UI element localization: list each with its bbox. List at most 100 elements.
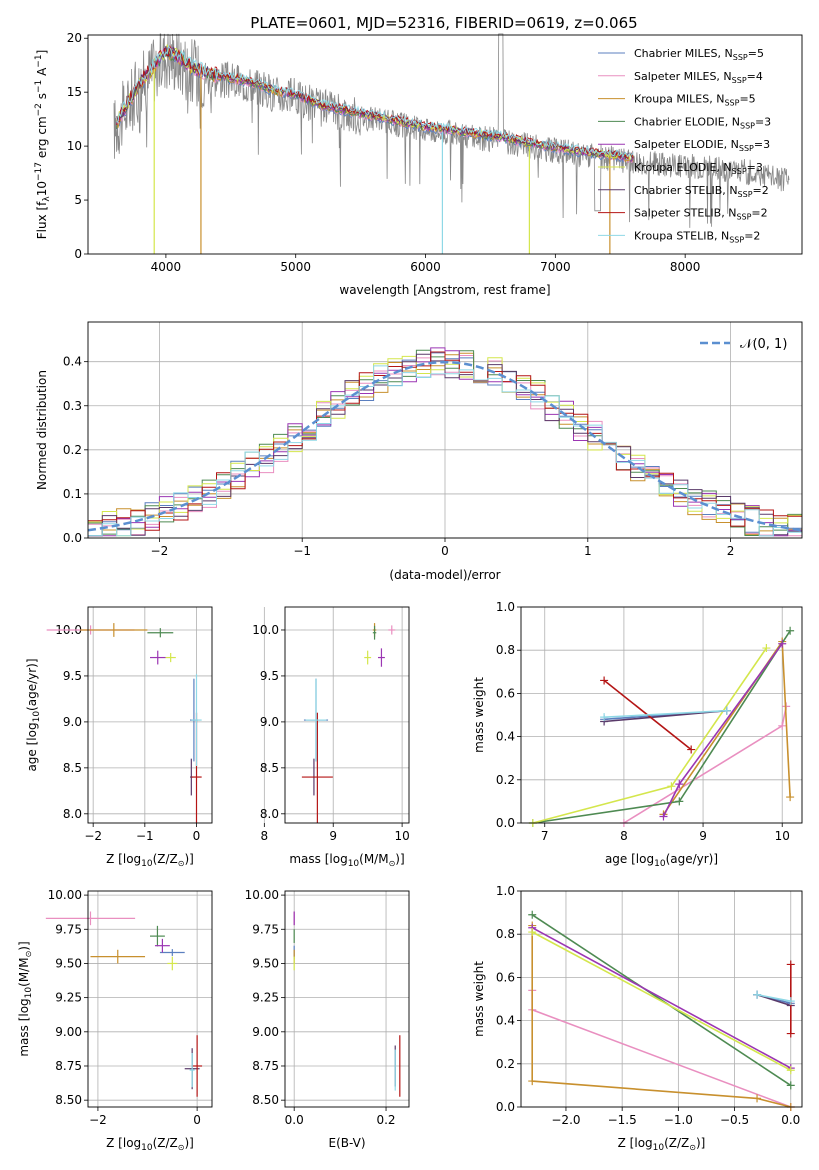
y-tick-label: 9.50	[252, 956, 279, 970]
x-tick-label: 9	[329, 829, 337, 843]
spectrum-legend: Chabrier MILES, NSSP=5 Salpeter MILES, NS…	[598, 47, 771, 244]
plus-marker	[675, 797, 684, 806]
axes-frame	[284, 606, 410, 824]
x-tick-label: 0.0	[781, 1113, 800, 1127]
y-tick-label: 8.50	[252, 1093, 279, 1107]
y-tick-label: 8.0	[63, 807, 82, 821]
x-tick-label: 9	[699, 829, 707, 843]
legend-entry: Chabrier ELODIE, NSSP=3	[634, 115, 771, 130]
mass-weight-line	[531, 925, 791, 1108]
y-tick-label: 8.5	[260, 761, 279, 775]
y-tick-label: 9.75	[252, 922, 279, 936]
plus-marker	[753, 990, 762, 999]
y-tick-label: 0.6	[496, 686, 515, 700]
x-tick-label: −1.5	[608, 1113, 637, 1127]
legend-model-name: Kroupa STELIB,	[634, 229, 721, 242]
y-tick-label: 9.75	[55, 922, 82, 936]
x-tick-label: 0.2	[376, 1113, 395, 1127]
legend-nssp-value: =2	[753, 184, 769, 197]
y-tick-label: 10.00	[48, 888, 82, 902]
y-axis-label: mass weight	[472, 961, 486, 1037]
legend-model-name: Chabrier MILES,	[634, 47, 725, 60]
x-tick-label: 7000	[540, 260, 571, 274]
axes-frame	[87, 606, 213, 824]
x-axis-label: Z [log10(Z/Z⊙)]	[106, 852, 194, 869]
residual-histogram-line	[88, 365, 802, 537]
plus-marker	[659, 812, 668, 821]
mass-weight-line	[604, 709, 727, 718]
residual-histogram-line	[88, 353, 802, 537]
y-tick-label: 9.25	[252, 991, 279, 1005]
y-tick-label: 9.25	[55, 991, 82, 1005]
y-axis-label: Flux [fλ10−17 erg cm−2 s−1 A−1]	[34, 50, 52, 240]
legend-entry: Salpeter MILES, NSSP=4	[634, 70, 763, 85]
plus-marker	[778, 721, 787, 730]
legend-model-name: Salpeter STELIB,	[634, 207, 728, 220]
x-tick-label: 0	[193, 1113, 201, 1127]
x-tick-label: 7	[541, 829, 549, 843]
legend-nssp-value: =3	[754, 138, 770, 151]
y-tick-label: 20	[67, 31, 82, 45]
y-tick-label: 8.75	[55, 1059, 82, 1073]
y-tick-label: 8.50	[55, 1093, 82, 1107]
axes-mass-vs-Z: −2 0 8.50 8.75 9.00 9.25 9.50 9.75 10.00 Z [log10…	[17, 888, 213, 1153]
legend-entry: 𝒩(0, 1)	[740, 337, 787, 352]
legend-entry: Kroupa ELODIE, NSSP=3	[634, 161, 763, 176]
plus-marker	[786, 1066, 795, 1075]
y-tick-label: 15	[67, 85, 82, 99]
x-tick-label: 1	[584, 544, 592, 558]
x-tick-label: −2.0	[551, 1113, 580, 1127]
legend-nssp-value: =5	[739, 93, 755, 106]
axes-spectrum: 4000 5000 6000 7000 8000 0 5 10 15 20 wavelength […	[34, 31, 803, 297]
plus-marker	[687, 745, 696, 754]
legend-nssp-value: =3	[755, 115, 771, 128]
legend-model-name: Salpeter MILES,	[634, 70, 723, 83]
legend-nssp-value: =2	[744, 229, 760, 242]
plus-marker	[786, 793, 795, 802]
x-tick-label: 0.0	[285, 1113, 304, 1127]
y-tick-label: 0.0	[496, 1100, 515, 1114]
y-tick-label: 0.2	[63, 443, 82, 457]
y-tick-label: 0.1	[63, 487, 82, 501]
x-tick-label: −0.5	[720, 1113, 749, 1127]
x-tick-label: −1.0	[664, 1113, 693, 1127]
plus-marker	[753, 1094, 762, 1103]
legend-entry: Kroupa MILES, NSSP=5	[634, 93, 756, 108]
x-tick-label: 8000	[670, 260, 701, 274]
legend-entry: Chabrier STELIB, NSSP=2	[634, 184, 769, 199]
mass-weight-line	[532, 647, 768, 824]
y-tick-label: 1.0	[496, 884, 515, 898]
x-tick-label: 0	[193, 829, 201, 843]
x-tick-label: 10	[775, 829, 790, 843]
axes-frame	[87, 34, 803, 255]
axes-mass-weight-vs-Z: −2.0 −1.5 −1.0 −0.5 0.0 0.0 0.2 0.4 0.6 0.8 1.0 Z […	[472, 884, 803, 1153]
plus-marker	[667, 782, 676, 791]
plus-marker	[722, 706, 731, 715]
x-axis-label: (data-model)/error	[389, 568, 500, 582]
x-tick-label: −1	[136, 829, 154, 843]
normal-reference-curve	[87, 360, 803, 532]
x-tick-label: −1	[293, 544, 311, 558]
y-tick-label: 0.0	[63, 531, 82, 545]
axes-frame	[284, 890, 410, 1108]
plus-marker	[786, 1081, 795, 1090]
plus-marker	[762, 644, 771, 653]
legend-model-name: Kroupa ELODIE,	[634, 161, 723, 174]
x-tick-label: 0	[441, 544, 449, 558]
legend-model-name: Kroupa MILES,	[634, 93, 716, 106]
legend-entry: Salpeter STELIB, NSSP=2	[634, 207, 768, 222]
axes-age-vs-mass: 8 9 10 8.0 8.5 9.0 9.5 10.0 mass [log10(M/M⊙)]	[252, 606, 410, 869]
plus-marker	[786, 1029, 795, 1038]
x-tick-label: 6000	[410, 260, 441, 274]
y-tick-label: 0.4	[63, 355, 82, 369]
legend-nssp-value: =2	[751, 207, 767, 220]
y-tick-label: 0.3	[63, 399, 82, 413]
x-tick-label: 8	[620, 829, 628, 843]
x-axis-label: Z [log10(Z/Z⊙)]	[106, 1136, 194, 1153]
plus-marker	[786, 626, 795, 635]
axes-age-vs-Z: −2 −1 08.08.59.09.510.0Z [log10(Z/Z⊙)]age …	[25, 606, 213, 869]
y-tick-label: 10.0	[252, 623, 279, 637]
x-tick-label: 2	[727, 544, 735, 558]
y-tick-label: 9.00	[252, 1025, 279, 1039]
y-axis-label: mass weight	[472, 677, 486, 753]
